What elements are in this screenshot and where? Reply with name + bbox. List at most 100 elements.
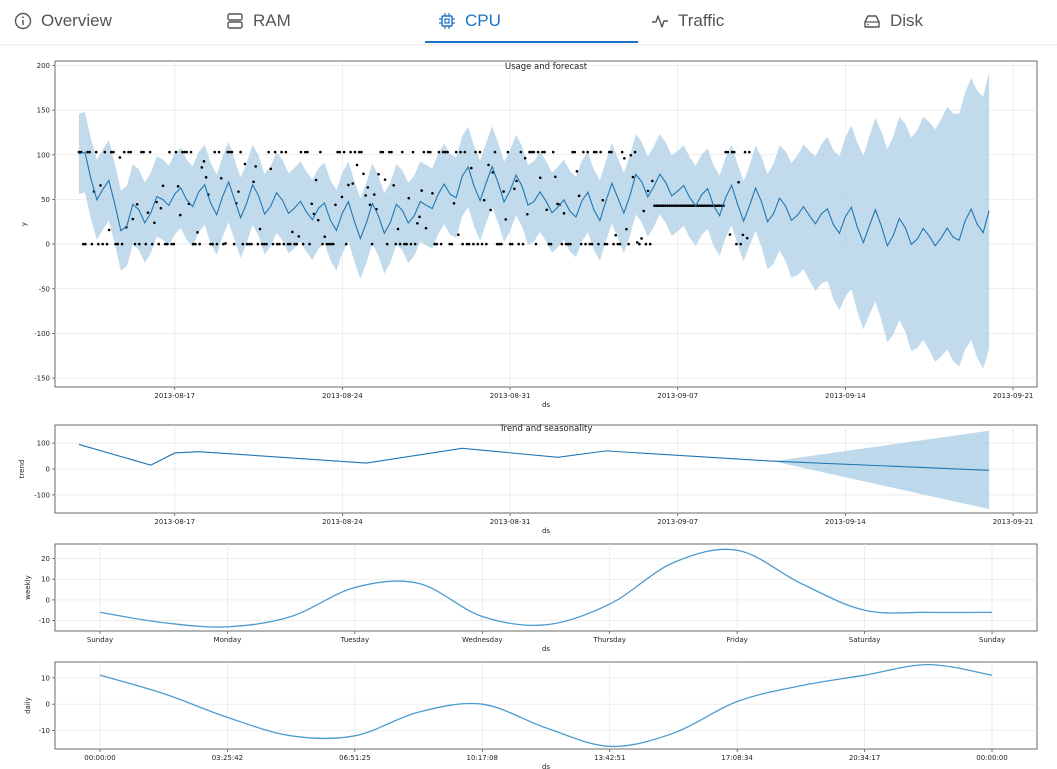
observed-point bbox=[232, 242, 236, 246]
observed-point bbox=[651, 179, 654, 183]
observed-point bbox=[163, 242, 167, 246]
observed-point bbox=[592, 150, 596, 154]
observed-point bbox=[327, 242, 331, 246]
tab-overview[interactable]: Overview bbox=[13, 0, 112, 42]
observed-point bbox=[489, 208, 492, 212]
observed-point bbox=[178, 213, 182, 217]
observed-point bbox=[513, 187, 516, 191]
y-tick-label: -10 bbox=[39, 617, 50, 625]
seasonality-line bbox=[99, 548, 993, 628]
x-axis-label: ds bbox=[542, 401, 550, 409]
tab-traffic[interactable]: Traffic bbox=[650, 0, 724, 42]
observed-point bbox=[519, 150, 523, 154]
observed-point bbox=[383, 178, 387, 181]
observed-point bbox=[267, 150, 270, 154]
observed-point bbox=[446, 150, 449, 154]
observed-point bbox=[444, 150, 447, 154]
observed-point bbox=[319, 150, 322, 154]
observed-point bbox=[122, 150, 126, 154]
observed-point bbox=[217, 150, 221, 154]
observed-point bbox=[224, 242, 227, 245]
observed-point bbox=[301, 242, 305, 246]
x-tick-label: Sunday bbox=[87, 636, 113, 644]
observed-point bbox=[629, 153, 633, 157]
observed-point bbox=[323, 235, 326, 238]
x-tick-label: 2013-08-31 bbox=[490, 392, 531, 400]
x-tick-label: Monday bbox=[214, 636, 242, 644]
observed-point bbox=[282, 242, 286, 246]
observed-point bbox=[465, 242, 469, 246]
y-tick-label: -100 bbox=[34, 330, 50, 338]
observed-point bbox=[441, 150, 445, 154]
observed-point bbox=[448, 242, 452, 246]
tab-ram[interactable]: RAM bbox=[225, 0, 291, 42]
tab-traffic-label: Traffic bbox=[678, 11, 725, 30]
observed-point bbox=[172, 242, 176, 246]
observed-point bbox=[291, 230, 294, 234]
observed-point bbox=[655, 204, 658, 207]
chart-title: Usage and forecast bbox=[505, 62, 588, 72]
x-tick-label: 2013-09-21 bbox=[993, 392, 1034, 400]
observed-point bbox=[256, 242, 260, 246]
observed-point bbox=[659, 204, 663, 207]
y-tick-label: 0 bbox=[46, 701, 50, 709]
observed-point bbox=[153, 221, 156, 225]
x-tick-label: 2013-09-14 bbox=[825, 392, 866, 400]
observed-point bbox=[219, 176, 223, 180]
plot-area bbox=[54, 543, 1038, 632]
observed-point bbox=[157, 242, 161, 246]
observed-point bbox=[321, 242, 324, 246]
observed-point bbox=[560, 242, 564, 246]
x-axis-label: ds bbox=[542, 645, 550, 653]
y-axis-label: y bbox=[20, 222, 28, 226]
observed-point bbox=[556, 202, 559, 206]
observed-point bbox=[118, 156, 122, 159]
observed-point bbox=[735, 242, 738, 246]
observed-point bbox=[161, 184, 165, 188]
observed-point bbox=[258, 227, 262, 231]
observed-point bbox=[502, 190, 505, 193]
y-tick-label: 200 bbox=[37, 62, 50, 70]
observed-point bbox=[372, 193, 376, 196]
y-tick-label: 20 bbox=[41, 555, 50, 563]
observed-point bbox=[633, 150, 637, 154]
observed-point bbox=[416, 222, 419, 225]
y-tick-label: -50 bbox=[39, 285, 50, 293]
observed-point bbox=[739, 242, 743, 246]
x-tick-label: 2013-09-07 bbox=[657, 392, 698, 400]
x-tick-label: 20:34:17 bbox=[849, 754, 880, 762]
observed-point bbox=[275, 242, 279, 246]
observed-point bbox=[728, 233, 732, 236]
observed-point bbox=[530, 150, 533, 154]
observed-point bbox=[422, 150, 426, 154]
tab-cpu[interactable]: CPU bbox=[437, 0, 501, 42]
tab-disk[interactable]: Disk bbox=[862, 0, 923, 42]
observed-point bbox=[103, 150, 107, 154]
observed-point bbox=[243, 162, 247, 166]
observed-point bbox=[618, 242, 622, 246]
observed-point bbox=[194, 242, 197, 246]
observed-point bbox=[554, 175, 557, 179]
observed-point bbox=[81, 242, 85, 246]
observed-point bbox=[181, 150, 184, 154]
tab-cpu-label: CPU bbox=[465, 11, 501, 30]
observed-point bbox=[364, 194, 367, 197]
observed-point bbox=[670, 204, 674, 207]
observed-point bbox=[349, 150, 352, 154]
x-tick-label: 2013-08-31 bbox=[490, 518, 531, 526]
observed-point bbox=[523, 156, 527, 160]
chart-title: Trend and seasonality bbox=[499, 424, 593, 434]
observed-point bbox=[176, 185, 180, 188]
observed-point bbox=[239, 150, 242, 154]
observed-point bbox=[590, 242, 594, 246]
observed-point bbox=[685, 204, 689, 207]
observed-point bbox=[672, 204, 676, 207]
observed-point bbox=[252, 180, 255, 184]
observed-point bbox=[607, 150, 611, 154]
observed-point bbox=[625, 227, 628, 231]
observed-point bbox=[681, 204, 684, 207]
x-tick-label: 2013-08-17 bbox=[154, 392, 195, 400]
observed-point bbox=[280, 150, 283, 154]
observed-point bbox=[189, 150, 193, 154]
observed-point bbox=[679, 204, 682, 207]
